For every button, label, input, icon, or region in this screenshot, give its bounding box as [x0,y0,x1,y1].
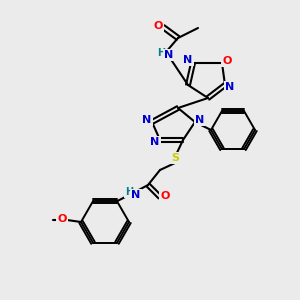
Text: N: N [183,55,193,65]
Text: H: H [125,187,133,197]
Text: S: S [171,153,179,163]
Text: H: H [157,48,165,58]
Text: O: O [160,191,170,201]
Text: N: N [150,137,160,147]
Text: N: N [131,190,141,200]
Text: N: N [142,115,152,125]
Text: O: O [222,56,232,66]
Text: N: N [225,82,235,92]
Text: N: N [164,50,174,60]
Text: O: O [153,21,163,31]
Text: N: N [195,115,205,125]
Text: O: O [57,214,67,224]
